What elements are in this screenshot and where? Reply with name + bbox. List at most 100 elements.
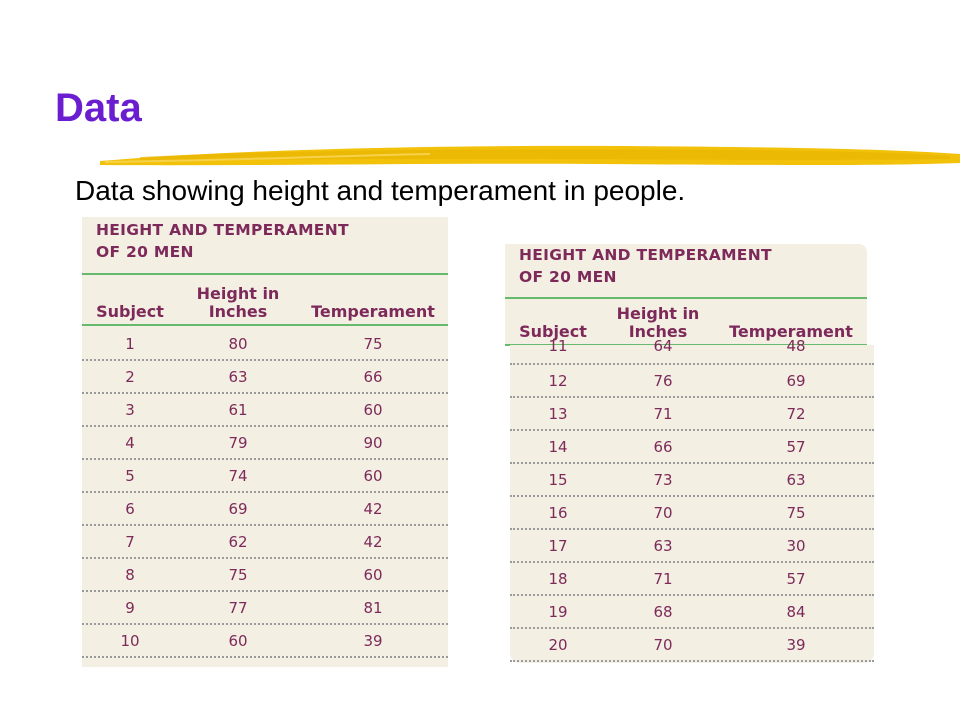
cell-subject: 14 (548, 438, 568, 456)
cell-temperament: 81 (363, 599, 383, 617)
table-row: 5 74 60 (82, 460, 448, 493)
cell-temperament: 60 (363, 566, 383, 584)
cell-temperament: 69 (786, 372, 806, 390)
cell-subject: 12 (548, 372, 568, 390)
header-height: Height in Inches (178, 285, 298, 321)
table-row-partial: 11 64 48 (510, 336, 874, 354)
table-row: 20 70 39 (510, 629, 874, 662)
table-title-right: HEIGHT AND TEMPERAMENT OF 20 MEN (519, 244, 772, 288)
table-header-row: Subject Height in Inches Temperament (82, 277, 448, 321)
cell-height: 79 (228, 434, 248, 452)
table-header-row: Subject Height in Inches Temperament (505, 301, 867, 341)
table-header-rule (82, 324, 448, 326)
cell-subject: 7 (125, 533, 135, 551)
header-subject: Subject (519, 322, 587, 341)
cell-height: 62 (228, 533, 248, 551)
cell-temperament: 75 (363, 335, 383, 353)
cell-temperament: 30 (786, 537, 806, 555)
cell-temperament: 39 (786, 636, 806, 654)
table-title-line1: HEIGHT AND TEMPERAMENT (96, 221, 349, 239)
cell-temperament: 72 (786, 405, 806, 423)
cell-subject: 2 (125, 368, 135, 386)
table-rule (505, 297, 867, 299)
cell-subject: 10 (120, 632, 140, 650)
cell-temperament: 57 (786, 570, 806, 588)
header-temperament: Temperament (311, 302, 435, 321)
table-row: 17 63 30 (510, 530, 874, 563)
table-row: 15 73 63 (510, 464, 874, 497)
cell-height: 71 (653, 570, 673, 588)
cell-subject: 11 (548, 337, 568, 354)
header-height-line1: Height in (616, 304, 700, 323)
cell-height: 63 (653, 537, 673, 555)
cell-subject: 16 (548, 504, 568, 522)
header-height: Height in Inches (601, 305, 715, 341)
table-panel-right-body: 11 64 48 12 76 69 13 71 72 14 66 57 15 73 63 16 70 75 1… (510, 337, 874, 663)
cell-temperament: 63 (786, 471, 806, 489)
table-row: 9 77 81 (82, 592, 448, 625)
table-row: 14 66 57 (510, 431, 874, 464)
cell-subject: 3 (125, 401, 135, 419)
cell-subject: 9 (125, 599, 135, 617)
table-row: 1 80 75 (82, 328, 448, 361)
table-row: 6 69 42 (82, 493, 448, 526)
table-title-line1: HEIGHT AND TEMPERAMENT (519, 246, 772, 264)
cell-height: 74 (228, 467, 248, 485)
table-body-right: 12 76 69 13 71 72 14 66 57 15 73 63 16 70 75 17 63 30 18 71… (510, 365, 874, 662)
cell-height: 68 (653, 603, 673, 621)
table-row: 16 70 75 (510, 497, 874, 530)
cell-temperament: 84 (786, 603, 806, 621)
header-height-line2: Inches (208, 302, 268, 321)
slide-subtitle: Data showing height and temperament in p… (75, 175, 686, 206)
cell-subject: 1 (125, 335, 135, 353)
cell-subject: 4 (125, 434, 135, 452)
table-row: 10 60 39 (82, 625, 448, 658)
table-row: 18 71 57 (510, 563, 874, 596)
table-title: HEIGHT AND TEMPERAMENT OF 20 MEN (96, 219, 349, 263)
table-body-left: 1 80 75 2 63 66 3 61 60 4 79 90 5 74 60 6 69 42 7 62 42 8 75 60… (82, 328, 448, 658)
cell-subject: 6 (125, 500, 135, 518)
table-row: 2 63 66 (82, 361, 448, 394)
cell-height: 73 (653, 471, 673, 489)
table-row: 12 76 69 (510, 365, 874, 398)
table-row: 3 61 60 (82, 394, 448, 427)
table-panel-right-header: HEIGHT AND TEMPERAMENT OF 20 MEN Subject… (505, 244, 867, 346)
cell-height: 66 (653, 438, 673, 456)
cell-height: 61 (228, 401, 248, 419)
cell-temperament: 48 (786, 337, 806, 354)
cell-subject: 19 (548, 603, 568, 621)
slide-title: Data (55, 86, 142, 130)
table-row: 13 71 72 (510, 398, 874, 431)
table-row: 19 68 84 (510, 596, 874, 629)
header-height-line2: Inches (628, 322, 688, 341)
highlighter-underline (100, 145, 960, 166)
row-divider (510, 363, 874, 365)
table-title-line2: OF 20 MEN (96, 243, 194, 261)
cell-height: 77 (228, 599, 248, 617)
table-title-line2: OF 20 MEN (519, 268, 617, 286)
cell-temperament: 90 (363, 434, 383, 452)
cell-subject: 13 (548, 405, 568, 423)
cell-height: 75 (228, 566, 248, 584)
cell-height: 64 (653, 337, 673, 354)
cell-temperament: 60 (363, 467, 383, 485)
header-temperament: Temperament (729, 322, 853, 341)
cell-subject: 20 (548, 636, 568, 654)
cell-subject: 5 (125, 467, 135, 485)
cell-temperament: 42 (363, 533, 383, 551)
cell-height: 60 (228, 632, 248, 650)
cell-height: 70 (653, 636, 673, 654)
cell-temperament: 42 (363, 500, 383, 518)
cell-height: 71 (653, 405, 673, 423)
cell-height: 76 (653, 372, 673, 390)
table-rule (82, 273, 448, 275)
cell-temperament: 66 (363, 368, 383, 386)
cell-temperament: 75 (786, 504, 806, 522)
cell-height: 70 (653, 504, 673, 522)
table-row: 4 79 90 (82, 427, 448, 460)
cell-subject: 17 (548, 537, 568, 555)
cell-temperament: 57 (786, 438, 806, 456)
table-panel-left: HEIGHT AND TEMPERAMENT OF 20 MEN Subject… (82, 217, 448, 667)
cell-temperament: 39 (363, 632, 383, 650)
cell-subject: 15 (548, 471, 568, 489)
